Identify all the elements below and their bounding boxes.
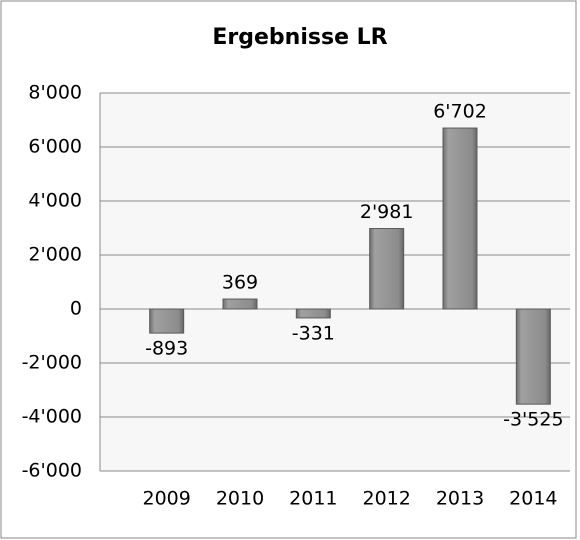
y-tick-label: 0 <box>70 298 82 320</box>
chart-title: Ergebnisse LR <box>212 25 387 50</box>
bar <box>295 308 331 319</box>
bar <box>222 298 258 310</box>
bar <box>442 127 478 310</box>
y-tick-label: -2'000 <box>22 352 82 374</box>
y-tick-label: 8'000 <box>28 82 82 104</box>
x-tick-label: 2013 <box>436 488 484 510</box>
x-tick-label: 2012 <box>362 488 410 510</box>
y-tick-label: 6'000 <box>28 136 82 158</box>
y-tick-label: 4'000 <box>28 190 82 212</box>
bar <box>149 308 185 334</box>
x-tick-label: 2011 <box>289 488 337 510</box>
y-tick-label: 2'000 <box>28 244 82 266</box>
data-label: -893 <box>145 338 188 360</box>
data-label: 6'702 <box>433 101 487 123</box>
data-label: -3'525 <box>503 409 563 431</box>
data-label: -331 <box>292 322 335 344</box>
plot-area <box>100 93 570 471</box>
y-tick-label: -4'000 <box>22 406 82 428</box>
data-label: 369 <box>222 272 258 294</box>
bar <box>515 308 551 405</box>
y-tick-label: -6'000 <box>22 460 82 482</box>
data-label: 2'981 <box>360 201 414 223</box>
x-tick-label: 2009 <box>142 488 190 510</box>
x-tick-label: 2010 <box>216 488 264 510</box>
x-tick-label: 2014 <box>509 488 557 510</box>
bar <box>369 228 405 310</box>
